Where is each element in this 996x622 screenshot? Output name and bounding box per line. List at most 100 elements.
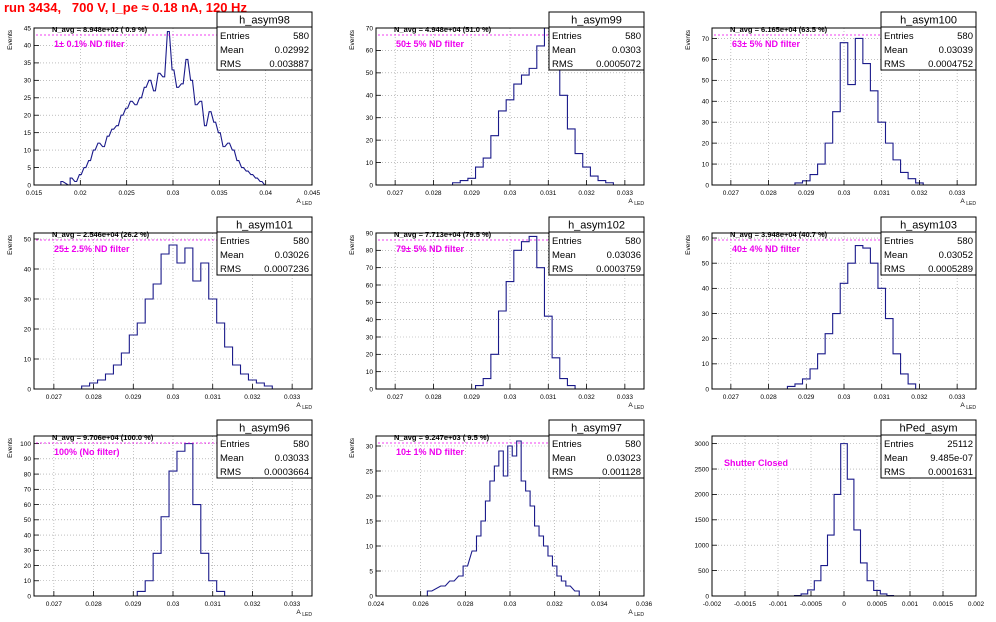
histogram-bin bbox=[575, 154, 583, 185]
histogram-bin bbox=[795, 384, 803, 389]
y-tick-label: 45 bbox=[24, 25, 32, 32]
histogram-bin bbox=[529, 68, 537, 185]
histogram-bin bbox=[854, 530, 861, 596]
y-axis-label: Events bbox=[349, 437, 356, 458]
stats-value: 0.03036 bbox=[607, 250, 641, 261]
histogram-bin bbox=[185, 248, 193, 389]
x-tick-label: 0.027 bbox=[387, 394, 404, 401]
stats-value: 0.03052 bbox=[939, 250, 973, 261]
histogram-bin bbox=[103, 147, 105, 185]
y-tick-label: 10 bbox=[366, 369, 374, 376]
stats-box bbox=[548, 11, 645, 71]
histogram-bin bbox=[833, 314, 841, 389]
histogram-bin bbox=[491, 354, 499, 389]
stats-value: 0.03026 bbox=[275, 250, 309, 261]
y-axis-label: Events bbox=[685, 29, 692, 50]
filter-annotation: 25± 2.5% ND filter bbox=[54, 244, 130, 254]
histogram-bin bbox=[893, 160, 901, 185]
histogram-bin bbox=[863, 248, 871, 389]
histogram-bin bbox=[499, 311, 507, 389]
histogram-bin bbox=[481, 521, 485, 596]
stats-value: 580 bbox=[293, 439, 309, 450]
histogram-bin bbox=[112, 129, 114, 185]
y-tick-label: 30 bbox=[366, 115, 374, 122]
panel-h_asym100: 0.027 0.028 0.029 0.03 0.031 0.032 0.033 0 10 20 3… bbox=[685, 11, 977, 207]
panel-h_asym102: 0.027 0.028 0.029 0.03 0.031 0.032 0.033 0 10 20 3… bbox=[349, 216, 645, 411]
y-tick-label: 35 bbox=[24, 60, 32, 67]
histogram-bin bbox=[228, 143, 230, 185]
y-tick-label: 40 bbox=[366, 317, 374, 324]
stats-title: h_asym97 bbox=[571, 423, 622, 435]
histogram-bin bbox=[105, 374, 113, 389]
stats-value: 0.003887 bbox=[269, 59, 309, 70]
x-tick-label: 0.028 bbox=[760, 190, 777, 197]
histogram-bin bbox=[441, 586, 445, 596]
y-tick-label: 70 bbox=[24, 487, 32, 494]
histogram-line bbox=[81, 244, 273, 389]
histogram-bin bbox=[870, 263, 878, 389]
histogram-bin bbox=[177, 87, 179, 185]
histogram-bin bbox=[237, 161, 239, 185]
y-tick-label: 0 bbox=[27, 182, 31, 189]
histogram-bin bbox=[116, 126, 118, 185]
histogram-bin bbox=[503, 476, 507, 596]
x-tick-label: 0.032 bbox=[578, 394, 595, 401]
histogram-bin bbox=[149, 80, 151, 185]
y-tick-label: 20 bbox=[24, 563, 32, 570]
stats-key: Entries bbox=[220, 439, 250, 450]
histogram-bin bbox=[153, 553, 161, 596]
histogram-bin bbox=[901, 374, 909, 389]
stats-value: 0.0003759 bbox=[596, 264, 641, 275]
stats-key: Entries bbox=[220, 236, 250, 247]
stats-key: Entries bbox=[884, 236, 914, 247]
stats-title: h_asym102 bbox=[568, 220, 625, 232]
page-title: run 3434, 700 V, I_pe ≈ 0.18 nA, 120 Hz bbox=[4, 0, 247, 15]
y-tick-label: 50 bbox=[702, 260, 710, 267]
histogram-bin bbox=[137, 323, 145, 389]
x-tick-label: 0.0005 bbox=[867, 601, 887, 608]
stats-value: 580 bbox=[293, 236, 309, 247]
y-tick-label: 0 bbox=[705, 386, 709, 393]
x-tick-label: 0.033 bbox=[949, 394, 966, 401]
histogram-bin bbox=[135, 105, 137, 185]
y-tick-label: 50 bbox=[366, 300, 374, 307]
histogram-bin bbox=[557, 576, 561, 596]
histogram-bin bbox=[113, 365, 121, 389]
histogram-bin bbox=[255, 178, 257, 185]
x-axis-label: A LED bbox=[628, 402, 644, 411]
y-tick-label: 60 bbox=[366, 48, 374, 55]
stats-value: 580 bbox=[625, 31, 641, 42]
histogram-bin bbox=[89, 161, 91, 185]
x-tick-label: 0.031 bbox=[874, 190, 891, 197]
y-tick-label: 5 bbox=[369, 568, 373, 575]
panel-h_asym96: 0.027 0.028 0.029 0.03 0.031 0.032 0.033 0 10 20 3… bbox=[7, 419, 313, 618]
y-tick-label: 500 bbox=[698, 568, 709, 575]
histogram-bin bbox=[98, 380, 106, 389]
x-tick-label: 0.028 bbox=[457, 601, 474, 608]
histogram-bin bbox=[901, 172, 909, 185]
y-tick-label: 0 bbox=[369, 386, 373, 393]
y-axis-label: Events bbox=[685, 234, 692, 255]
stats-key: Mean bbox=[884, 453, 908, 464]
x-tick-label: 0.002 bbox=[968, 601, 985, 608]
stats-key: RMS bbox=[552, 467, 573, 478]
x-tick-label: 0.032 bbox=[244, 601, 261, 608]
stats-key: Mean bbox=[552, 453, 576, 464]
y-tick-label: 80 bbox=[366, 248, 374, 255]
stats-key: Entries bbox=[884, 31, 914, 42]
x-tick-label: 0.033 bbox=[617, 394, 634, 401]
histogram-bin bbox=[908, 384, 916, 389]
y-tick-label: 60 bbox=[24, 502, 32, 509]
panel-h_asym98: 0.015 0.02 0.025 0.03 0.035 0.04 0.045 0 5 10 15 20… bbox=[7, 11, 321, 207]
histogram-bin bbox=[544, 316, 552, 389]
y-tick-label: 15 bbox=[24, 130, 32, 137]
panel-h_asym101: 0.027 0.028 0.029 0.03 0.031 0.032 0.033 0 10 20 3… bbox=[7, 216, 313, 411]
y-tick-label: 70 bbox=[366, 25, 374, 32]
histogram-bin bbox=[828, 535, 835, 596]
histogram-bin bbox=[537, 268, 545, 389]
histogram-bin bbox=[855, 246, 863, 389]
histogram-bin bbox=[144, 87, 146, 185]
histogram-bin bbox=[521, 242, 529, 389]
y-tick-label: 30 bbox=[24, 78, 32, 85]
stats-title: h_asym99 bbox=[571, 15, 622, 27]
